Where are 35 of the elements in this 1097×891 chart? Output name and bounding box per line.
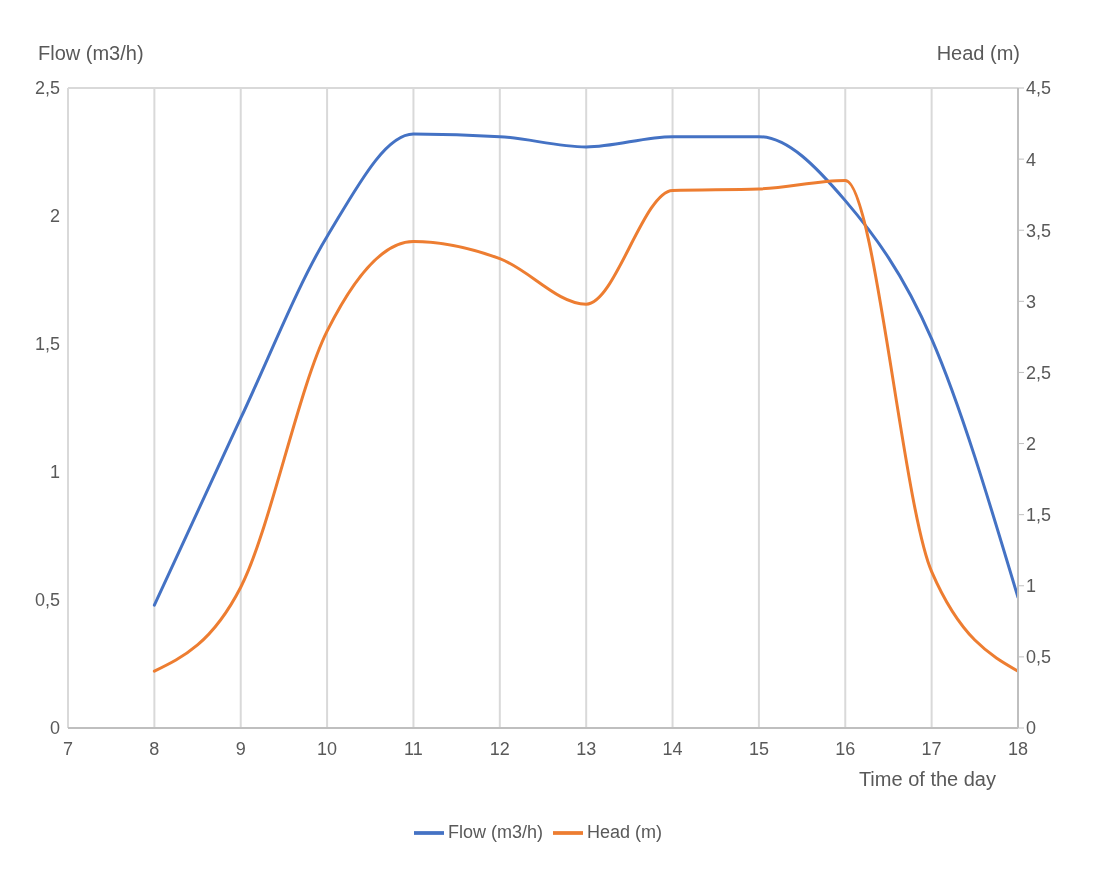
y2-tick-label: 4,5 [1026,78,1052,99]
y2-tick-label: 1,5 [1026,505,1052,526]
legend-label: Flow (m3/h) [447,821,543,842]
y2-tick-label: 2,5 [1026,362,1052,383]
y2-tick-label: 1 [1026,576,1037,597]
x-tick-label: 16 [835,738,856,759]
x-tick-label: 14 [662,738,683,759]
x-tick-label: 17 [921,738,942,759]
y-tick-label: 2 [49,206,60,227]
x-tick-label: 10 [317,738,338,759]
x-tick-label: 7 [62,738,74,759]
y2-axis-title: Head (m) [936,42,1020,65]
y-axis-title: Flow (m3/h) [38,42,144,65]
y-tick-label: 0,5 [34,590,60,611]
x-tick-label: 8 [149,738,160,759]
y2-tick-label: 0 [1026,718,1037,739]
y2-tick-label: 2 [1026,433,1037,454]
line-series [152,178,1018,673]
y-tick-label: 0 [49,718,60,739]
y2-tick-label: 0,5 [1026,647,1052,668]
y2-tick-label: 4 [1026,149,1037,170]
x-tick-label: 11 [404,738,423,759]
x-tick-label: 12 [489,738,510,759]
y-tick-label: 1 [49,462,60,483]
y-tick-label: 1,5 [34,334,60,355]
y-tick-label: 2,5 [34,78,60,99]
x-tick-label: 13 [576,738,597,759]
legend-label: Head (m) [587,821,663,842]
x-axis-title: Time of the day [858,768,996,790]
y2-tick-label: 3 [1026,291,1037,312]
x-tick-label: 9 [235,738,246,759]
x-tick-label: 18 [1007,738,1029,759]
y2-tick-label: 3,5 [1026,220,1052,241]
line-series [152,132,1018,607]
x-tick-label: 15 [748,738,769,759]
